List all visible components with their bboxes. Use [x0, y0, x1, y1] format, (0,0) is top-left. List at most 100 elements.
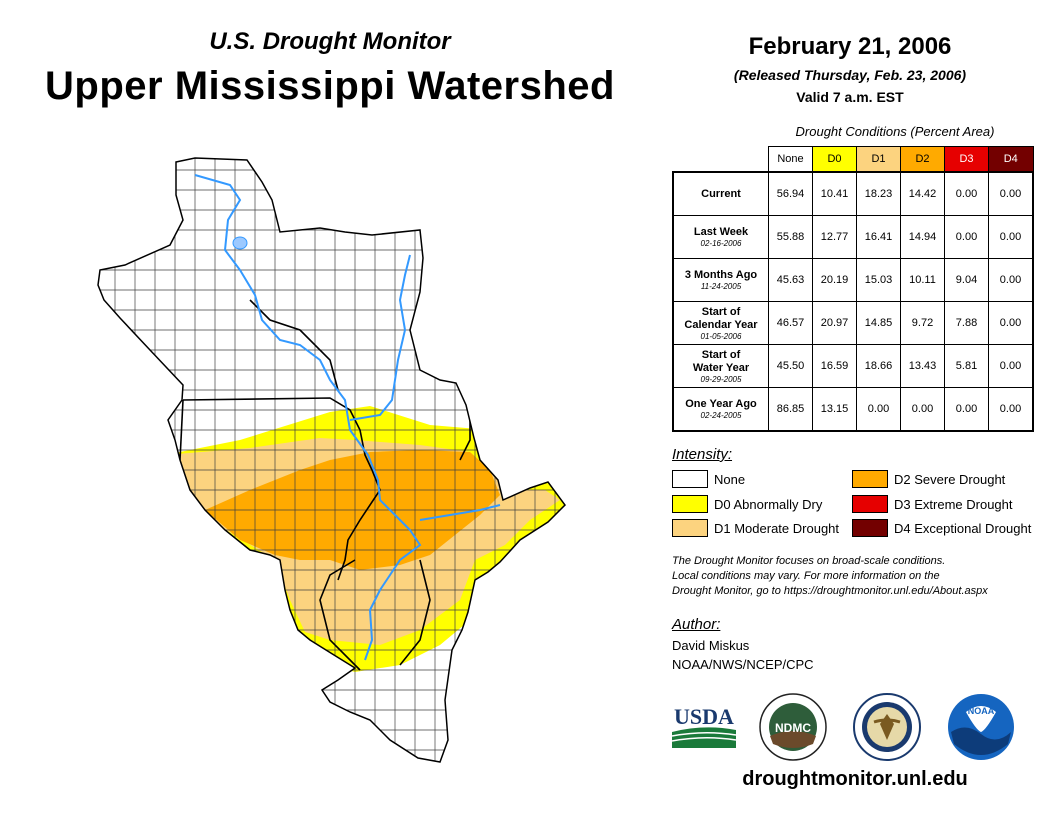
noaa-logo-text: NOAA [968, 706, 995, 716]
note-line: Local conditions may vary. For more info… [672, 570, 940, 582]
release-date: (Released Thursday, Feb. 23, 2006) [733, 67, 967, 83]
table-caption: Drought Conditions (Percent Area) [795, 124, 995, 139]
legend-label: D2 Severe Drought [894, 471, 1006, 487]
row-header-one-year-ago: One Year Ago 02-24-2005 [672, 387, 769, 432]
table-cell: 18.66 [856, 344, 901, 388]
table-cell: 86.85 [768, 387, 813, 432]
col-header-d2: D2 [900, 146, 945, 173]
table-row: Start of Water Year 09-29-2005 45.50 16.59… [672, 344, 1034, 388]
row-header-water-year: Start of Water Year 09-29-2005 [672, 344, 769, 388]
author-name: David Miskus [672, 638, 750, 653]
table-header-row: None D0 D1 D2 D3 D4 [673, 146, 1034, 173]
rivers [194, 174, 501, 661]
table-cell: 0.00 [988, 387, 1034, 432]
row-header-current: Current [672, 171, 769, 216]
author-org: NOAA/NWS/NCEP/CPC [672, 657, 814, 672]
legend-label: D4 Exceptional Drought [894, 520, 1032, 536]
table-cell: 0.00 [988, 215, 1034, 259]
table-row: Start of Calendar Year 01-05-2006 46.57 20… [672, 301, 1034, 345]
legend-swatch [852, 519, 888, 537]
legend-swatch [672, 495, 708, 513]
legend-swatch [852, 495, 888, 513]
table-cell: 20.19 [812, 258, 857, 302]
legend-label: D1 Moderate Drought [714, 520, 840, 536]
map-title: Upper Mississippi Watershed [45, 64, 615, 108]
table-cell: 7.88 [944, 301, 989, 345]
valid-date: February 21, 2006 [748, 33, 952, 60]
usda-logo-text: USDA [674, 704, 734, 729]
table-cell: 10.11 [900, 258, 945, 302]
table-cell: 15.03 [856, 258, 901, 302]
col-header-d1: D1 [856, 146, 901, 173]
col-header-d0: D0 [812, 146, 857, 173]
col-header-d3: D3 [944, 146, 989, 173]
row-header-last-week: Last Week 02-16-2006 [672, 215, 769, 259]
legend-item-d2: D2 Severe Drought [852, 470, 1005, 488]
table-cell: 9.04 [944, 258, 989, 302]
legend-heading: Intensity: [672, 446, 733, 463]
table-cell: 45.50 [768, 344, 813, 388]
table-row: One Year Ago 02-24-2005 86.85 13.15 0.00 … [672, 387, 1034, 432]
row-header-3-months: 3 Months Ago 11-24-2005 [672, 258, 769, 302]
watershed-map [97, 157, 566, 763]
row-date: 09-29-2005 [700, 374, 742, 384]
table-cell: 46.57 [768, 301, 813, 345]
row-date: 01-05-2006 [700, 331, 742, 341]
commerce-seal [853, 693, 921, 761]
note-line: Drought Monitor, go to https://droughtmo… [672, 585, 988, 597]
table-row: Current 56.94 10.41 18.23 14.42 0.00 0.0… [672, 171, 1034, 216]
legend-label: None [714, 471, 746, 487]
note-line: The Drought Monitor focuses on broad-sca… [672, 555, 946, 567]
table-cell: 14.42 [900, 171, 945, 216]
lake [232, 236, 248, 250]
table-cell: 16.59 [812, 344, 857, 388]
table-cell: 5.81 [944, 344, 989, 388]
legend-item-d3: D3 Extreme Drought [852, 495, 1013, 513]
table-cell: 12.77 [812, 215, 857, 259]
table-cell: 18.23 [856, 171, 901, 216]
table-cell: 0.00 [856, 387, 901, 432]
row-date: 11-24-2005 [700, 282, 742, 291]
legend-swatch [852, 470, 888, 488]
ndmc-logo: NDMC [759, 693, 827, 761]
row-label: One Year Ago [685, 398, 757, 410]
table-cell: 13.15 [812, 387, 857, 432]
row-header-calendar-year: Start of Calendar Year 01-05-2006 [672, 301, 769, 345]
author-heading: Author: [672, 616, 721, 633]
table-corner [673, 147, 769, 173]
watershed-outline [97, 157, 566, 763]
drought-conditions-table: None D0 D1 D2 D3 D4 Current 56.94 10.41 … [672, 146, 1034, 432]
footer-url[interactable]: droughtmonitor.unl.edu [742, 768, 968, 790]
table-cell: 0.00 [988, 344, 1034, 388]
table-cell: 16.41 [856, 215, 901, 259]
table-cell: 56.94 [768, 171, 813, 216]
table-cell: 45.63 [768, 258, 813, 302]
row-label: Start of [701, 305, 741, 318]
row-date: 02-24-2005 [700, 411, 742, 420]
row-date: 02-16-2006 [700, 239, 742, 248]
usda-logo: USDA [671, 704, 737, 748]
table-cell: 0.00 [988, 258, 1034, 302]
col-header-none: None [768, 146, 813, 173]
table-cell: 0.00 [944, 171, 989, 216]
table-cell: 55.88 [768, 215, 813, 259]
table-cell: 13.43 [900, 344, 945, 388]
table-cell: 14.94 [900, 215, 945, 259]
row-label: 3 Months Ago [684, 269, 758, 281]
row-label: Last Week [693, 226, 749, 238]
map-fill [98, 158, 565, 762]
state-borders [179, 299, 471, 671]
legend-item-d1: D1 Moderate Drought [672, 519, 839, 537]
legend-label: D0 Abnormally Dry [714, 496, 823, 512]
table-cell: 10.41 [812, 171, 857, 216]
legend-item-d0: D0 Abnormally Dry [672, 495, 822, 513]
table-cell: 0.00 [988, 301, 1034, 345]
table-cell: 0.00 [900, 387, 945, 432]
ndmc-logo-text: NDMC [775, 721, 811, 735]
table-cell: 0.00 [988, 171, 1034, 216]
disclaimer-note: The Drought Monitor focuses on broad-sca… [672, 554, 1042, 599]
table-cell: 14.85 [856, 301, 901, 345]
map-subtitle: U.S. Drought Monitor [209, 28, 451, 55]
legend-swatch [672, 519, 708, 537]
table-row: 3 Months Ago 11-24-2005 45.63 20.19 15.03… [672, 258, 1034, 302]
